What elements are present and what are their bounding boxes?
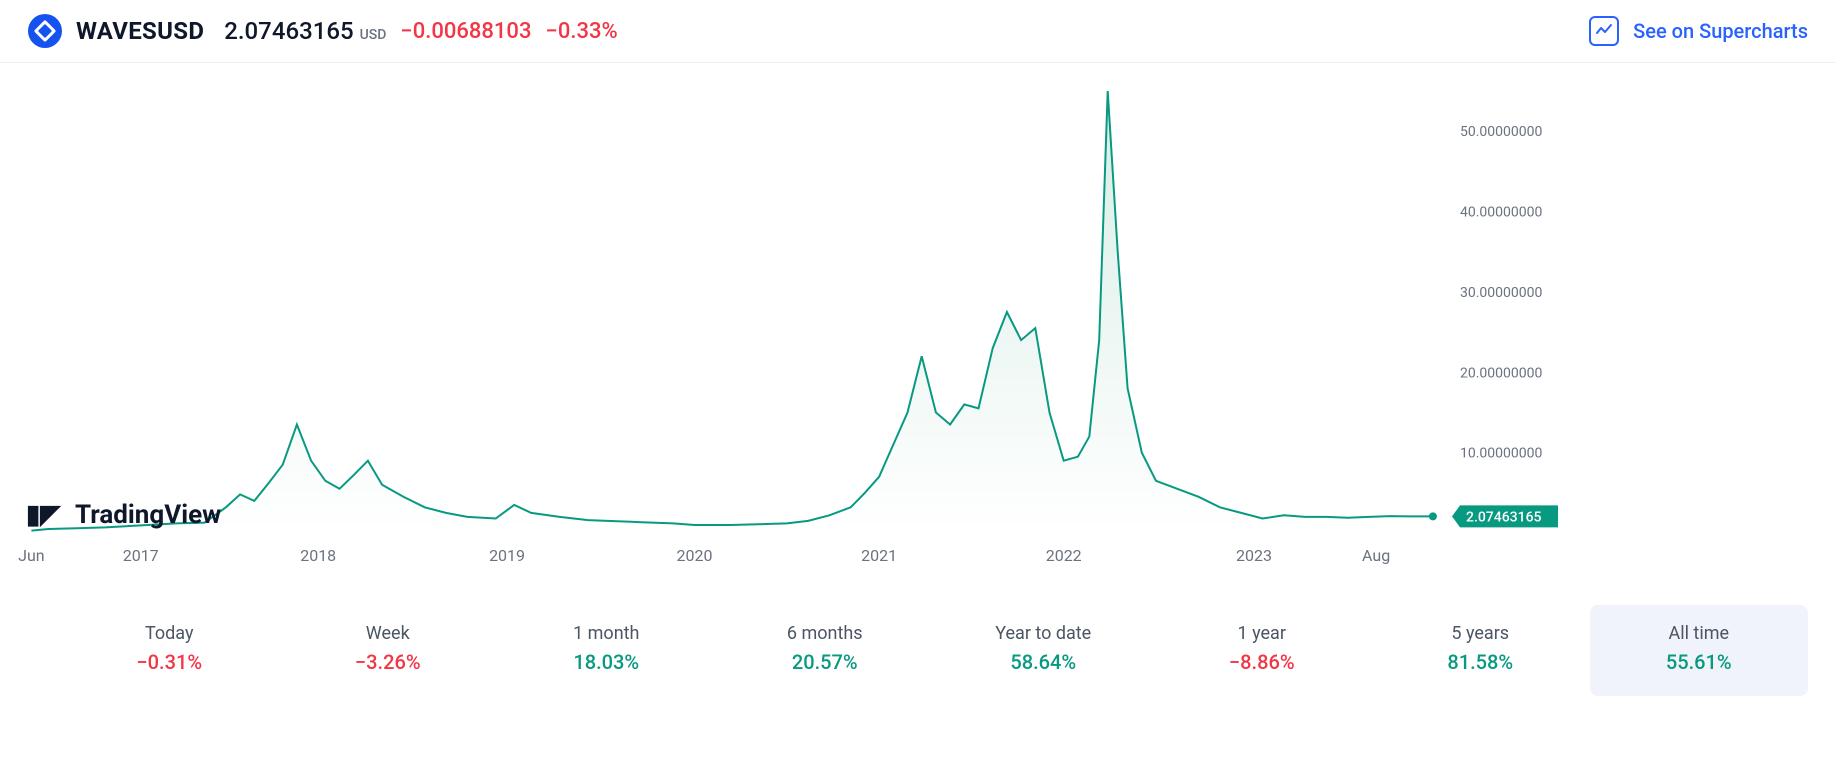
change-absolute: −0.00688103 [400,19,531,44]
period-value: −3.26% [287,650,490,674]
period-today[interactable]: Today −0.31% [60,605,279,696]
svg-text:Jun: Jun [18,546,44,565]
period-week[interactable]: Week −3.26% [279,605,498,696]
supercharts-icon[interactable] [1589,16,1619,46]
svg-text:Aug: Aug [1362,546,1390,565]
period-label: 1 year [1161,623,1364,644]
svg-text:TradingView: TradingView [75,500,221,530]
svg-text:2.07463165: 2.07463165 [1466,509,1542,525]
svg-text:30.00000000: 30.00000000 [1460,285,1543,301]
svg-text:40.00000000: 40.00000000 [1460,205,1543,221]
svg-text:2022: 2022 [1046,546,1082,565]
svg-text:20.00000000: 20.00000000 [1460,365,1543,381]
period-value: 58.64% [942,650,1145,674]
price-value: 2.07463165 [224,17,353,45]
period-all-time[interactable]: All time 55.61% [1590,605,1809,696]
svg-text:2017: 2017 [123,546,159,565]
period-value: −8.86% [1161,650,1364,674]
period-label: Week [287,623,490,644]
price-chart-svg: 10.00000000 20.00000000 30.00000000 40.0000… [0,63,1836,593]
period-selector: Today −0.31% Week −3.26% 1 month 18.03% 6 mont… [0,605,1836,696]
symbol-label: WAVESUSD [76,17,204,45]
chart-header: WAVESUSD 2.07463165 USD −0.00688103 −0.3… [0,0,1836,63]
period-1-year[interactable]: 1 year −8.86% [1153,605,1372,696]
period-5-years[interactable]: 5 years 81.58% [1371,605,1590,696]
period-label: 5 years [1379,623,1582,644]
svg-text:50.00000000: 50.00000000 [1460,124,1543,140]
period-year-to-date[interactable]: Year to date 58.64% [934,605,1153,696]
period-6-months[interactable]: 6 months 20.57% [716,605,935,696]
change-percent: −0.33% [545,19,617,44]
period-label: Today [68,623,271,644]
price-wrap: 2.07463165 USD [218,17,386,45]
period-label: 6 months [724,623,927,644]
svg-text:2023: 2023 [1236,546,1272,565]
period-value: 18.03% [505,650,708,674]
chart-area[interactable]: 10.00000000 20.00000000 30.00000000 40.0000… [0,63,1836,593]
header-right: See on Supercharts [1589,16,1808,46]
svg-text:▮◤: ▮◤ [26,500,62,530]
period-value: 55.61% [1598,650,1801,674]
svg-text:10.00000000: 10.00000000 [1460,446,1543,462]
period-value: 20.57% [724,650,927,674]
period-label: All time [1598,623,1801,644]
coin-icon [28,14,62,48]
supercharts-link[interactable]: See on Supercharts [1633,19,1808,43]
svg-text:2018: 2018 [300,546,336,565]
period-label: Year to date [942,623,1145,644]
header-left: WAVESUSD 2.07463165 USD −0.00688103 −0.3… [28,14,618,48]
period-label: 1 month [505,623,708,644]
svg-text:2020: 2020 [677,546,713,565]
currency-suffix: USD [360,27,387,43]
svg-text:2019: 2019 [489,546,525,565]
period-1-month[interactable]: 1 month 18.03% [497,605,716,696]
period-value: −0.31% [68,650,271,674]
svg-text:2021: 2021 [861,546,897,565]
period-value: 81.58% [1379,650,1582,674]
